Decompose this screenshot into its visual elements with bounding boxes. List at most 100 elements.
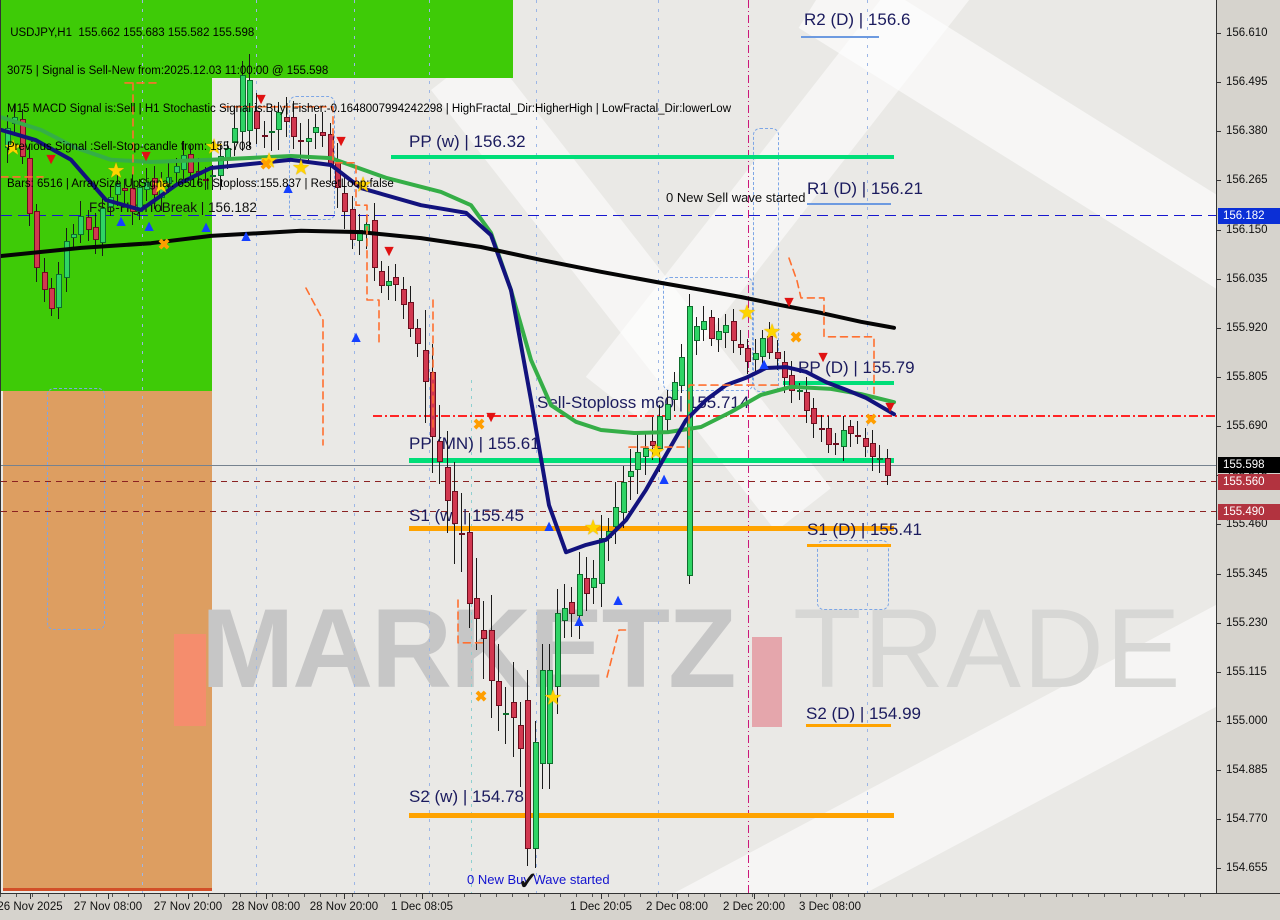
price-tick-label: 156.150 <box>1226 223 1268 236</box>
level-line-r2-d[interactable] <box>801 36 879 39</box>
level-label-s2-w[interactable]: S2 (w) | 154.78 <box>409 787 524 807</box>
time-label[interactable]: 26 Nov 2025 <box>0 901 63 913</box>
price-tick-dash <box>1217 229 1221 231</box>
time-tick-dash <box>754 894 755 899</box>
time-tick-dash <box>108 894 109 899</box>
buy-arrow-icon: ▲ <box>198 219 214 236</box>
candle <box>518 724 524 750</box>
time-label[interactable]: 28 Nov 20:00 <box>309 901 379 913</box>
time-label[interactable]: 3 Dec 08:00 <box>798 901 862 913</box>
candle <box>489 630 495 682</box>
info-symbol-line: USDJPY,H1 155.662 155.683 155.582 155.59… <box>7 27 255 40</box>
price-tick-dash <box>1217 426 1221 428</box>
buy-arrow-icon: ▲ <box>113 213 129 230</box>
price-tick-dash <box>1217 622 1221 624</box>
candle <box>533 742 539 850</box>
exit-x-icon: ✖ <box>474 688 488 706</box>
time-tick-dash <box>188 894 189 899</box>
candle <box>503 713 509 716</box>
time-tick-dash <box>266 894 267 899</box>
buy-arrow-icon: ▲ <box>238 228 254 245</box>
signal-star-icon: ★ <box>737 301 757 325</box>
price-tick-dash <box>1217 819 1221 821</box>
candle <box>562 608 568 621</box>
buy-arrow-icon: ▲ <box>610 592 626 609</box>
sell-arrow-icon: ▼ <box>815 349 831 366</box>
price-tick-dash <box>1217 131 1221 133</box>
candle <box>496 681 502 707</box>
price-tick-dash <box>1217 327 1221 329</box>
candle <box>591 578 597 588</box>
time-label[interactable]: 27 Nov 20:00 <box>153 901 223 913</box>
price-axis[interactable]: 156.610 156.495 156.380 156.265 156.150 156.0… <box>1216 0 1280 893</box>
price-tick-label: 155.460 <box>1226 518 1268 531</box>
candle <box>569 602 575 614</box>
price-tick-label: 156.265 <box>1226 174 1268 187</box>
info-signal-line: 3075 | Signal is Sell-New from:2025.12.0… <box>7 64 329 77</box>
sell-arrow-icon: ▼ <box>882 399 898 416</box>
time-label[interactable]: 28 Nov 08:00 <box>231 901 301 913</box>
time-tick-dash <box>601 894 602 899</box>
price-tick-label: 155.920 <box>1226 321 1268 334</box>
buy-arrow-icon: ▲ <box>348 329 364 346</box>
time-tick-dash <box>830 894 831 899</box>
price-tick-dash <box>1217 770 1221 772</box>
sell-arrow-icon: ▼ <box>781 294 797 311</box>
price-tick-label: 155.000 <box>1226 715 1268 728</box>
price-tick-dash <box>1217 524 1221 526</box>
info-panel: USDJPY,H1 155.662 155.683 155.582 155.59… <box>7 2 731 216</box>
level-line-s2-d[interactable] <box>806 723 891 727</box>
info-bars-line: Bars: 6516 | ArraySize UpSignal: 6516 | … <box>7 178 394 191</box>
sell-arrow-icon: ▼ <box>381 243 397 260</box>
check-icon: ✓ <box>517 868 539 894</box>
price-tick-label: 154.655 <box>1226 862 1268 875</box>
buy-arrow-icon: ▲ <box>756 356 772 373</box>
signal-star-icon: ★ <box>543 686 563 710</box>
price-tick-dash <box>1217 278 1221 280</box>
price-tick-label: 154.885 <box>1226 764 1268 777</box>
candle <box>555 612 561 688</box>
signal-star-icon: ★ <box>646 440 666 464</box>
price-tick-label: 155.345 <box>1226 567 1268 580</box>
candle <box>577 574 583 616</box>
price-tag-155.598: 155.598 <box>1218 457 1280 474</box>
time-tick-dash <box>344 894 345 899</box>
time-axis[interactable]: 26 Nov 2025 27 Nov 08:00 27 Nov 20:00 28 No… <box>0 893 1280 920</box>
price-tick-dash <box>1217 721 1221 723</box>
exit-x-icon: ✖ <box>789 329 803 347</box>
candle <box>511 702 517 718</box>
level-label-s2-d[interactable]: S2 (D) | 154.99 <box>806 704 921 724</box>
exit-x-icon: ✖ <box>472 416 486 434</box>
chart-area[interactable]: MARKETZ TRADE R2 (D) | 156.6 PP (w) | 156… <box>0 0 1216 893</box>
sell-arrow-icon: ▼ <box>483 409 499 426</box>
candle <box>547 669 553 764</box>
level-line-s2-w[interactable] <box>409 812 894 818</box>
price-tick-dash <box>1217 868 1221 870</box>
time-tick-dash <box>677 894 678 899</box>
time-label[interactable]: 2 Dec 08:00 <box>645 901 709 913</box>
info-previous-signal-line: Previous Signal :Sell-Stop-candle from: … <box>7 140 252 153</box>
time-label[interactable]: 1 Dec 08:05 <box>390 901 454 913</box>
buy-wave-note: 0 New Buy Wave started <box>467 872 610 887</box>
level-label-r2-d[interactable]: R2 (D) | 156.6 <box>804 10 911 30</box>
time-axis-ticks <box>0 894 1216 897</box>
exit-x-icon: ✖ <box>157 236 171 254</box>
candle <box>540 669 546 764</box>
price-tick-dash <box>1217 32 1221 34</box>
signal-star-icon: ★ <box>583 516 603 540</box>
price-tag-156.182: 156.182 <box>1218 207 1280 224</box>
time-label[interactable]: 27 Nov 08:00 <box>73 901 143 913</box>
price-tick-label: 156.610 <box>1226 26 1268 39</box>
exit-x-icon: ✖ <box>864 411 878 429</box>
buy-arrow-icon: ▲ <box>571 613 587 630</box>
buy-arrow-icon: ▲ <box>656 471 672 488</box>
time-label[interactable]: 1 Dec 20:05 <box>569 901 633 913</box>
price-tick-dash <box>1217 180 1221 182</box>
price-tick-label: 155.690 <box>1226 420 1268 433</box>
price-tick-dash <box>1217 573 1221 575</box>
time-label[interactable]: 2 Dec 20:00 <box>722 901 786 913</box>
signal-star-icon: ★ <box>762 320 782 344</box>
price-tick-dash <box>1217 82 1221 84</box>
buy-arrow-icon: ▲ <box>541 518 557 535</box>
